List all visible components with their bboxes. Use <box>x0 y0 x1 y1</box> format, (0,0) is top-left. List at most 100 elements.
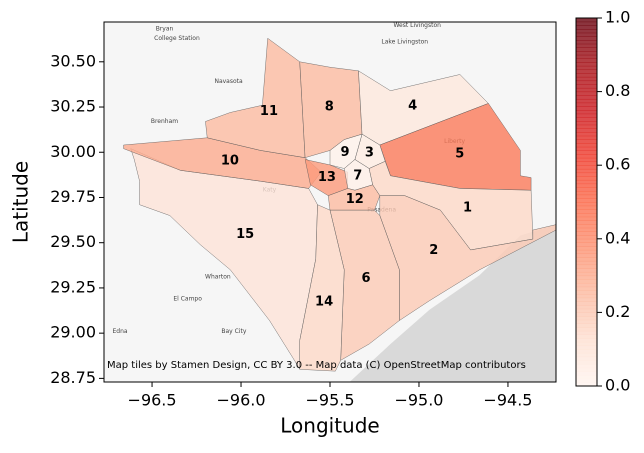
colorbar-swatch <box>576 286 597 291</box>
colorbar-swatch <box>576 260 597 266</box>
region-label: 14 <box>315 295 333 310</box>
place-label: El Campo <box>173 295 202 302</box>
colorbar-swatch <box>576 220 597 225</box>
y-tick-label: 30.00 <box>50 142 96 161</box>
colorbar-swatch <box>576 345 597 350</box>
colorbar-swatch <box>576 297 597 302</box>
colorbar-swatch <box>576 205 597 210</box>
colorbar-swatch <box>576 224 597 229</box>
colorbar-swatch <box>576 172 597 177</box>
colorbar-swatch <box>576 242 597 247</box>
colorbar-swatch <box>576 176 597 181</box>
colorbar-swatch <box>576 117 597 122</box>
colorbar-swatch <box>576 18 597 23</box>
colorbar-swatch <box>576 238 597 243</box>
place-label: West Livingston <box>393 22 441 29</box>
colorbar-swatch <box>576 316 597 321</box>
colorbar-swatch <box>576 146 597 151</box>
colorbar-swatch <box>576 301 597 306</box>
colorbar-swatch <box>576 308 597 313</box>
colorbar-swatch <box>576 246 597 251</box>
x-tick-label: −95.5 <box>305 391 354 410</box>
colorbar-swatch <box>576 360 597 365</box>
colorbar-swatch <box>576 268 597 273</box>
colorbar-swatch <box>576 356 597 361</box>
colorbar-swatch <box>576 143 597 148</box>
colorbar-swatch <box>576 91 597 96</box>
y-tick-label: 29.00 <box>50 323 96 342</box>
colorbar-swatch <box>576 165 597 170</box>
colorbar-swatch <box>576 305 597 310</box>
colorbar-swatch <box>576 190 597 196</box>
colorbar-swatch <box>576 231 597 236</box>
colorbar-swatch <box>576 198 597 203</box>
region-label: 8 <box>325 99 334 114</box>
colorbar-swatch <box>576 290 597 295</box>
region-label: 5 <box>455 146 464 161</box>
place-label: Lake Livingston <box>381 38 428 45</box>
region-label: 11 <box>260 104 278 119</box>
colorbar-swatch <box>576 110 597 115</box>
colorbar-tick-label: 0.4 <box>605 228 630 247</box>
colorbar-swatch <box>576 69 597 74</box>
colorbar-swatch <box>576 341 597 347</box>
colorbar-swatch <box>576 54 597 59</box>
colorbar-swatch <box>576 374 597 380</box>
place-label: College Station <box>154 35 200 42</box>
colorbar-swatch <box>576 95 597 100</box>
colorbar-tick-label: 0.2 <box>605 302 630 321</box>
region-label: 4 <box>408 99 417 114</box>
colorbar-swatch <box>576 349 597 354</box>
colorbar-swatch <box>576 168 597 174</box>
colorbar-swatch <box>576 249 597 255</box>
colorbar-swatch <box>576 382 597 387</box>
y-tick-label: 29.50 <box>50 232 96 251</box>
region-label: 12 <box>346 192 364 207</box>
colorbar-swatch <box>576 139 597 144</box>
colorbar-swatch <box>576 40 597 45</box>
x-axis-label: Longitude <box>280 414 379 438</box>
colorbar-swatch <box>576 21 597 26</box>
region-label: 15 <box>236 227 254 242</box>
colorbar-swatch <box>576 84 597 89</box>
colorbar-swatch <box>576 58 597 63</box>
colorbar-swatch <box>576 87 597 93</box>
colorbar-swatch <box>576 294 597 299</box>
colorbar-swatch <box>576 65 597 71</box>
colorbar-swatch <box>576 183 597 188</box>
region-label: 10 <box>221 154 239 169</box>
colorbar-swatch <box>576 327 597 332</box>
colorbar-swatch <box>576 352 597 358</box>
region-label: 3 <box>365 146 374 161</box>
place-label: Bryan <box>156 26 174 33</box>
region <box>299 204 345 372</box>
colorbar-swatch <box>576 257 597 262</box>
x-tick-label: −94.5 <box>483 391 532 410</box>
colorbar-swatch <box>576 154 597 159</box>
colorbar-swatch <box>576 121 597 126</box>
colorbar-tick-label: 0.0 <box>605 376 630 395</box>
x-tick-label: −96.5 <box>128 391 177 410</box>
colorbar-swatch <box>576 43 597 48</box>
colorbar-swatch <box>576 271 597 277</box>
colorbar-swatch <box>576 98 597 104</box>
colorbar-swatch <box>576 363 597 369</box>
colorbar-swatch <box>576 282 597 288</box>
colorbar-swatch <box>576 47 597 52</box>
colorbar-swatch <box>576 323 597 328</box>
y-tick-label: 29.75 <box>50 187 96 206</box>
place-label: Wharton <box>205 274 231 281</box>
colorbar-swatch <box>576 135 597 140</box>
colorbar-swatch <box>576 80 597 85</box>
colorbar-swatch <box>576 25 597 30</box>
colorbar-swatch <box>576 124 597 129</box>
colorbar-tick-label: 0.6 <box>605 155 630 174</box>
place-label: Brenham <box>151 118 178 125</box>
region-label: 9 <box>341 145 350 160</box>
y-tick-label: 28.75 <box>50 368 96 387</box>
colorbar-swatch <box>576 235 597 240</box>
colorbar-swatch <box>576 73 597 78</box>
colorbar-swatch <box>576 132 597 137</box>
colorbar-swatch <box>576 216 597 221</box>
